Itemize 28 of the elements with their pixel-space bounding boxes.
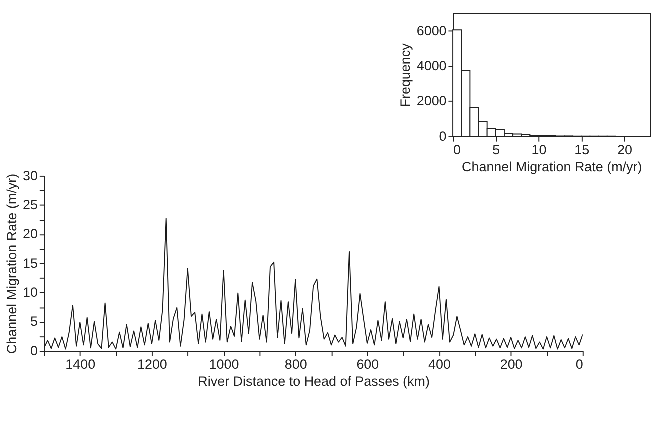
x-tick-label: 0 <box>454 142 462 158</box>
y-tick-label: 6000 <box>416 23 447 38</box>
x-tick-label: 200 <box>500 356 523 372</box>
x-tick-label: 1400 <box>66 356 96 372</box>
x-tick-label: 10 <box>532 142 547 158</box>
x-tick-label: 5 <box>492 142 500 158</box>
y-tick-label: 0 <box>30 343 38 358</box>
x-tick-label: 20 <box>618 142 632 158</box>
y-tick-label: 30 <box>23 168 38 184</box>
y-tick-label: 25 <box>23 197 38 212</box>
x-axis-title: River Distance to Head of Passes (km) <box>198 374 430 390</box>
y-tick-label: 4000 <box>416 58 447 74</box>
y-axis-title: Channel Migration Rate (m/yr) <box>4 174 20 354</box>
y-tick-label: 20 <box>23 226 38 242</box>
x-tick-label: 800 <box>284 356 308 372</box>
y-axis-title: Frequency <box>398 43 414 108</box>
y-tick-label: 2000 <box>416 94 447 109</box>
y-tick-label: 0 <box>439 128 447 144</box>
x-tick-label: 400 <box>428 356 451 372</box>
x-tick-label: 15 <box>574 142 590 158</box>
y-tick-label: 10 <box>23 285 38 300</box>
x-tick-label: 0 <box>576 356 584 372</box>
y-tick-label: 5 <box>30 314 38 330</box>
x-axis-title: Channel Migration Rate (m/yr) <box>462 160 642 175</box>
y-tick-label: 15 <box>23 256 38 271</box>
x-tick-label: 1000 <box>209 356 240 372</box>
x-tick-label: 600 <box>356 356 380 372</box>
x-tick-label: 1200 <box>137 356 168 372</box>
